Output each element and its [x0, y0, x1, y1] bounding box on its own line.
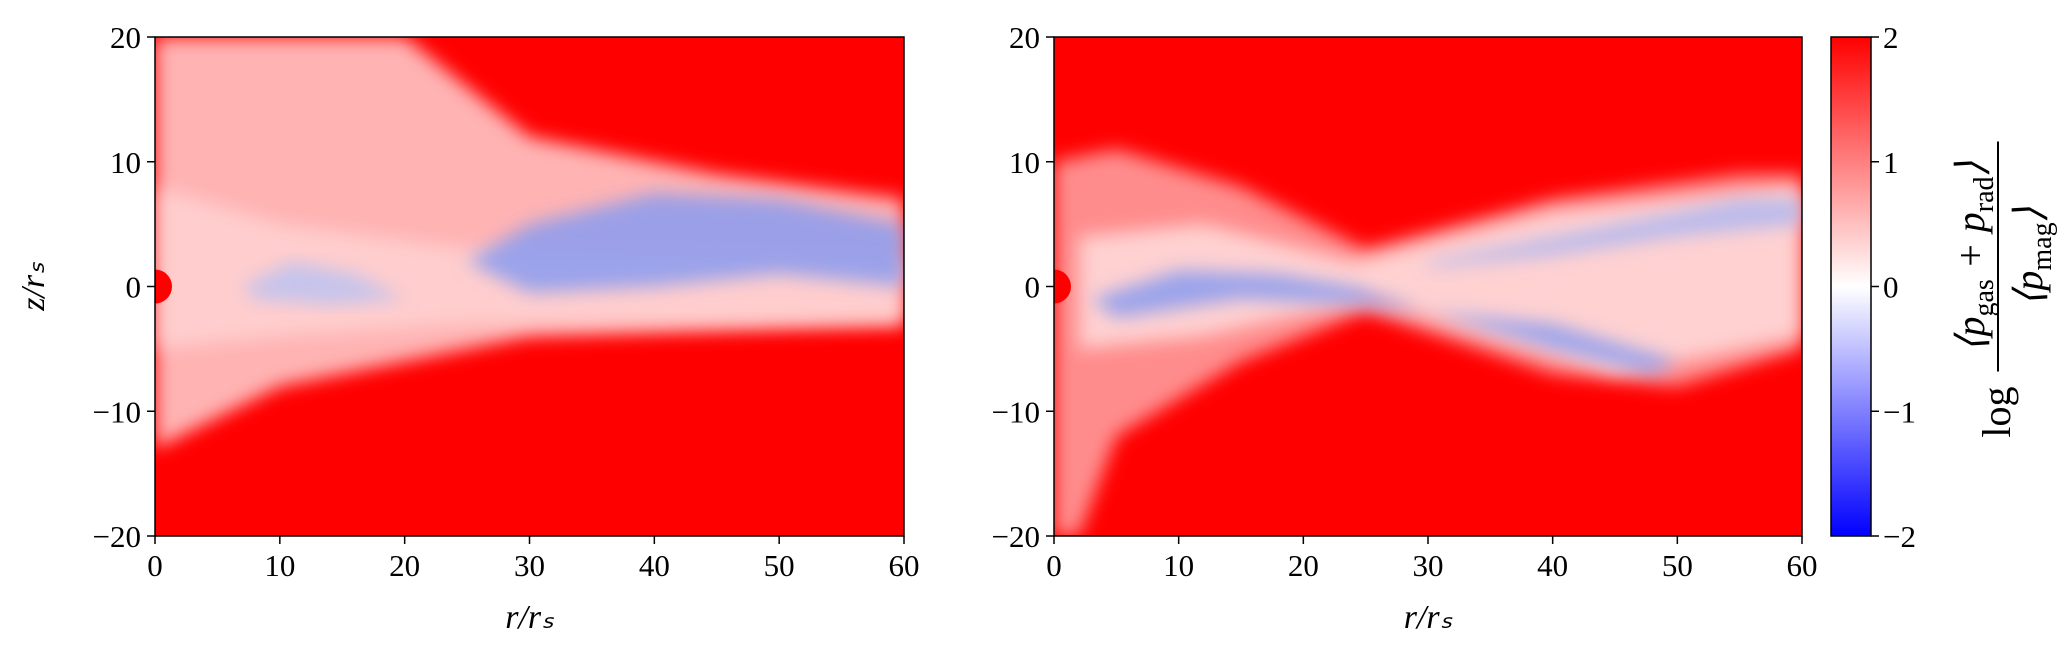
x-tick-label: 0 [147, 548, 163, 583]
central-object [155, 269, 172, 304]
colorbar-label-log: log [1974, 387, 2019, 438]
x-tick-label: 50 [1662, 548, 1693, 583]
field [1054, 37, 1802, 536]
subscript: gas [1969, 279, 2000, 316]
subscript: rad [1969, 176, 2000, 212]
x-tick-label: 60 [1787, 548, 1818, 583]
x-tick-label: 60 [889, 548, 920, 583]
y-tick-label: 0 [1025, 270, 1041, 305]
label-part: ⟨p [2006, 271, 2051, 307]
colorbar-label-denominator: ⟨pmag⟩ [2006, 206, 2058, 306]
x-axis-label: r/rₛ [1404, 599, 1453, 636]
x-tick-label: 40 [639, 548, 670, 583]
y-tick-label: 10 [110, 145, 141, 180]
subscript: mag [2027, 222, 2058, 270]
colorbar-label-numerator: ⟨pgas + prad⟩ [1948, 160, 2000, 352]
x-tick-label: 40 [1537, 548, 1568, 583]
colorbar-tick-label: 2 [1883, 20, 1899, 55]
y-tick-label: −20 [992, 519, 1040, 554]
label-part: ⟩ [2006, 206, 2051, 222]
label-part: ⟨p [1948, 317, 1993, 353]
colorbar-tick-label: 1 [1883, 145, 1899, 180]
x-tick-label: 10 [1163, 548, 1194, 583]
y-tick-label: 20 [110, 20, 141, 55]
field-region [242, 261, 405, 306]
field-region [1428, 199, 1802, 268]
field [155, 37, 904, 536]
x-axis-label: r/rₛ [505, 599, 554, 636]
y-tick-label: 0 [126, 270, 142, 305]
label-part: + p [1948, 212, 1993, 279]
central-object [1054, 269, 1071, 304]
colorbar [1830, 36, 1872, 537]
x-tick-label: 0 [1046, 548, 1062, 583]
field-region [1091, 270, 1678, 374]
y-tick-label: −20 [93, 519, 141, 554]
colorbar-label: log⟨pgas + prad⟩⟨pmag⟩ [1948, 141, 2058, 438]
y-tick-label: −10 [992, 394, 1040, 429]
label-part: ⟩ [1948, 160, 1993, 176]
y-tick-label: 10 [1009, 145, 1040, 180]
x-tick-label: 20 [1288, 548, 1319, 583]
field-region [467, 192, 904, 293]
x-tick-label: 30 [514, 548, 545, 583]
x-tick-label: 50 [764, 548, 795, 583]
y-tick-label: −10 [93, 394, 141, 429]
x-tick-label: 20 [389, 548, 420, 583]
colorbar-tick-label: −2 [1883, 519, 1916, 554]
x-tick-label: 10 [264, 548, 295, 583]
y-axis-label: z/rₛ [15, 262, 52, 312]
x-tick-label: 30 [1413, 548, 1444, 583]
y-tick-label: 20 [1009, 20, 1040, 55]
colorbar-tick-label: −1 [1883, 394, 1916, 429]
colorbar-tick-label: 0 [1883, 270, 1899, 305]
